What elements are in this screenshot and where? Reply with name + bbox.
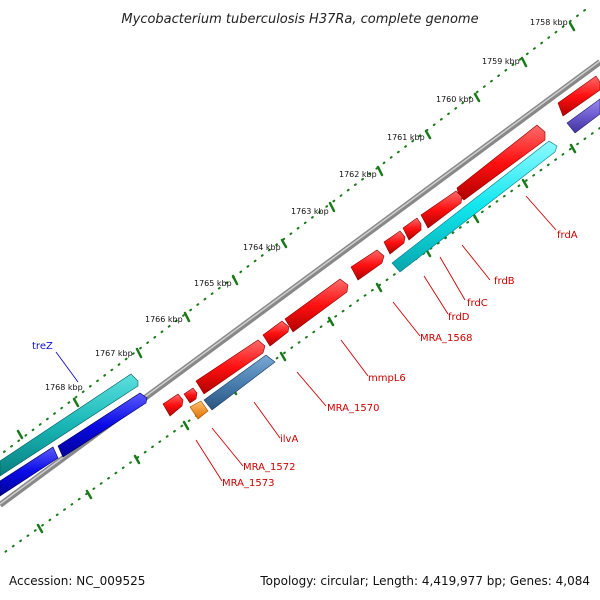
kbp-label: 1758 kbp [530,18,568,27]
outer-tick-track [0,9,586,456]
inner-tick-track [4,127,600,553]
kbp-label: 1768 kbp [45,383,83,392]
gene-label-mra1568[interactable]: MRA_1568 [420,333,472,344]
forward-genes [162,75,600,417]
gene-arrow[interactable] [557,75,600,117]
gene-label-frdA[interactable]: frdA [557,230,578,241]
gene-arrow-orange[interactable] [189,400,209,420]
gene-arrow-ilvA[interactable] [195,339,266,395]
gene-label-frdC[interactable]: frdC [467,298,488,309]
label-leaders [195,195,557,482]
kbp-label: 1765 kbp [194,279,232,288]
kbp-label: 1767 kbp [95,349,133,358]
gene-label-mra1572[interactable]: MRA_1572 [243,462,295,473]
map-title: Mycobacterium tuberculosis H37Ra, comple… [121,12,478,27]
gene-arrow-blue-2[interactable] [0,446,59,497]
gene-arrow-mmpL6[interactable] [284,278,349,333]
gene-arrow-mra1573[interactable] [162,393,184,417]
gene-arrow-cyan[interactable] [391,140,558,273]
gene-label-ilvA[interactable]: ilvA [280,434,298,445]
gene-arrow-treZ[interactable] [0,373,139,477]
gene-arrow-blue[interactable] [57,392,148,458]
kbp-label: 1764 kbp [243,243,281,252]
topology-label: Topology: circular; Length: 4,419,977 bp… [259,574,590,588]
inner-major-ticks [36,143,577,534]
gene-arrow-frdD[interactable] [383,230,406,255]
gene-label-mra1573[interactable]: MRA_1573 [222,478,274,489]
reverse-genes [0,98,600,497]
kbp-label: 1763 kbp [291,207,329,216]
gene-label-frdB[interactable]: frdB [494,276,515,287]
gene-arrow-mra1568[interactable] [350,249,385,281]
gene-arrow-steel[interactable] [203,354,276,411]
gene-arrow-mra1570[interactable] [262,320,290,347]
kbp-label: 1762 kbp [339,170,377,179]
gene-arrow-violet[interactable] [566,98,600,134]
gene-arrow-frdC[interactable] [402,217,422,241]
gene-labels: frdA frdB frdC frdD MRA_1568 mmpL6 MRA_1… [32,230,578,489]
gene-label-mmpL6[interactable]: mmpL6 [368,373,406,384]
gene-label-frdD[interactable]: frdD [448,312,470,323]
kbp-label: 1759 kbp [482,57,520,66]
treZ-leader [55,351,79,383]
gene-arrow-mra1572[interactable] [183,387,198,404]
accession-label: Accession: NC_009525 [9,574,145,588]
kbp-label: 1760 kbp [436,95,474,104]
gene-label-treZ[interactable]: treZ [32,341,53,352]
kbp-label: 1766 kbp [145,315,183,324]
kbp-label: 1761 kbp [387,133,425,142]
gene-arrow-frdB[interactable] [420,190,463,229]
outer-major-ticks [16,21,576,440]
gene-label-mra1570[interactable]: MRA_1570 [327,403,379,414]
kbp-labels: 1758 kbp 1759 kbp 1760 kbp 1761 kbp 1762… [45,18,568,392]
